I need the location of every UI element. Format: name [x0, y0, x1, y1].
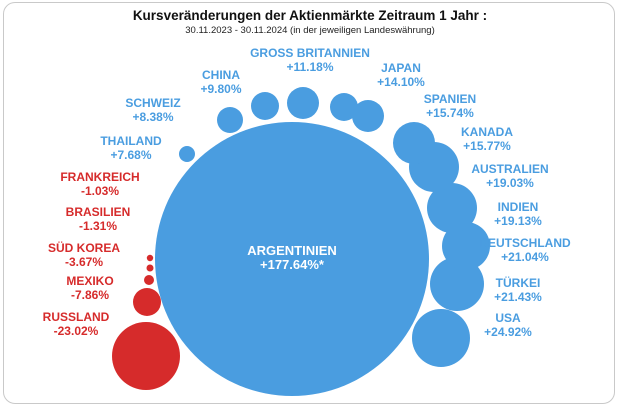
label-country-spanien: SPANIEN	[424, 92, 476, 106]
chart-title: Kursveränderungen der Aktienmärkte Zeitr…	[133, 8, 487, 23]
bubble-frankreich	[146, 254, 154, 262]
label-country-kanada: KANADA	[461, 125, 513, 139]
label-value-frankreich: -1.03%	[81, 184, 119, 198]
label-value-brasilien: -1.31%	[79, 219, 117, 233]
label-value-japan: +14.10%	[377, 75, 425, 89]
label-country-schweiz: SCHWEIZ	[125, 96, 180, 110]
bubble-tuerkei	[430, 257, 484, 311]
label-country-thailand: THAILAND	[100, 134, 162, 148]
bubble-usa	[412, 309, 470, 367]
label-value-indien: +19.13%	[494, 214, 542, 228]
bubble-argentinien	[155, 122, 429, 396]
label-country-mexiko: MEXIKO	[66, 274, 113, 288]
label-country-argentinien: ARGENTINIEN	[247, 243, 337, 258]
chart-subtitle: 30.11.2023 - 30.11.2024 (in der jeweilig…	[185, 25, 434, 36]
label-country-frankreich: FRANKREICH	[60, 170, 139, 184]
labels-group: ARGENTINIEN+177.64%*USA+24.92%TÜRKEI+21.…	[43, 46, 571, 339]
bubble-indien	[427, 183, 477, 233]
label-value-tuerkei: +21.43%	[494, 290, 542, 304]
label-country-tuerkei: TÜRKEI	[496, 275, 541, 290]
label-value-spanien: +15.74%	[426, 106, 474, 120]
bubble-gross-britannien	[287, 87, 319, 119]
label-country-china: CHINA	[202, 68, 240, 82]
bubble-spanien	[352, 100, 384, 132]
label-country-deutschland: DEUTSCHLAND	[479, 236, 571, 250]
label-value-mexiko: -7.86%	[71, 288, 109, 302]
label-value-usa: +24.92%	[484, 325, 532, 339]
label-value-sued-korea: -3.67%	[65, 255, 103, 269]
label-country-gross-britannien: GROSS BRITANNIEN	[250, 46, 370, 60]
label-country-brasilien: BRASILIEN	[66, 205, 131, 219]
label-value-russland: -23.02%	[54, 324, 99, 338]
label-country-australien: AUSTRALIEN	[471, 162, 548, 176]
bubbles-group	[112, 87, 490, 396]
bubble-china	[251, 92, 279, 120]
label-value-australien: +19.03%	[486, 176, 534, 190]
label-country-russland: RUSSLAND	[43, 310, 110, 324]
bubble-schweiz	[217, 107, 243, 133]
bubble-deutschland	[442, 222, 490, 270]
label-value-china: +9.80%	[200, 82, 241, 96]
label-country-indien: INDIEN	[498, 200, 539, 214]
label-value-kanada: +15.77%	[463, 139, 511, 153]
bubble-brasilien	[146, 264, 154, 272]
bubble-thailand	[179, 146, 195, 162]
bubble-sued-korea	[144, 275, 154, 285]
bubble-kanada	[393, 122, 435, 164]
label-value-schweiz: +8.38%	[132, 110, 173, 124]
bubble-mexiko	[133, 288, 161, 316]
label-country-japan: JAPAN	[381, 61, 421, 75]
label-value-deutschland: +21.04%	[501, 250, 549, 264]
label-value-argentinien: +177.64%*	[260, 257, 325, 272]
bubble-russland	[112, 322, 180, 390]
label-value-thailand: +7.68%	[110, 148, 151, 162]
label-country-usa: USA	[495, 311, 521, 325]
label-value-gross-britannien: +11.18%	[286, 60, 333, 74]
bubble-japan	[330, 93, 358, 121]
label-country-sued-korea: SÜD KOREA	[48, 240, 120, 255]
